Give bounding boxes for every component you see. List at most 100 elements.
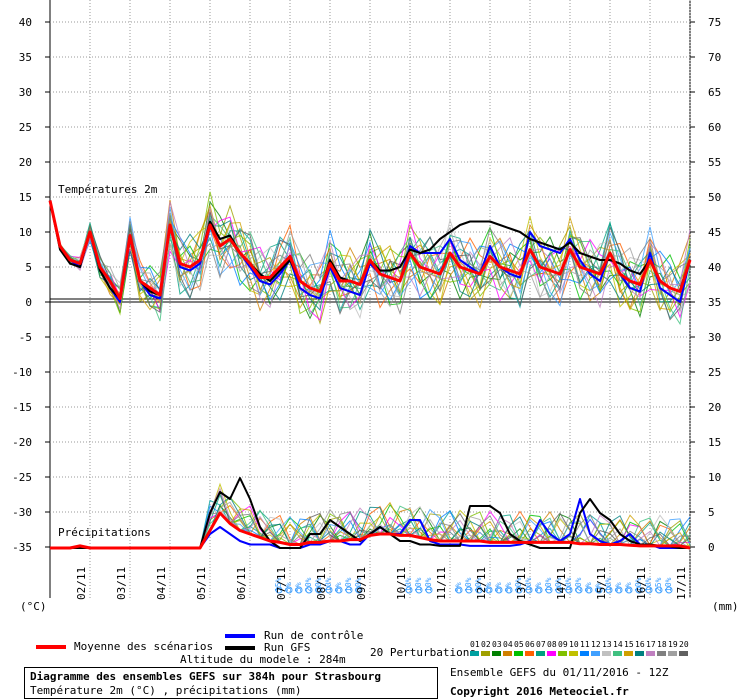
perturbation-swatch — [481, 651, 490, 656]
y-right-unit: (mm) — [712, 600, 739, 613]
y-right-tick: 75 — [708, 16, 721, 29]
y-left-tick: 10 — [19, 226, 32, 239]
y-right-tick: 45 — [708, 226, 721, 239]
perturbation-temp-line — [49, 200, 691, 321]
perturbation-id: 03 — [492, 640, 502, 649]
precip-section-label: Précipitations — [58, 526, 151, 539]
x-tick-label: 11/11 — [435, 567, 448, 600]
perturbation-id: 20 — [679, 640, 689, 649]
snowflake-icon — [335, 586, 343, 594]
x-tick-label: 17/11 — [675, 567, 688, 600]
perturbation-id: 06 — [525, 640, 535, 649]
perturbation-id: 08 — [547, 640, 557, 649]
y-right-tick: 20 — [708, 401, 721, 414]
perturbation-id: 04 — [503, 640, 513, 649]
y-right-tick: 65 — [708, 86, 721, 99]
snowflake-icon — [405, 586, 413, 594]
snowflake-icon — [275, 586, 283, 594]
snowflake-icon — [655, 586, 663, 594]
x-tick-label: 09/11 — [355, 567, 368, 600]
y-right-tick: 30 — [708, 331, 721, 344]
chart-grid — [49, 0, 691, 598]
perturbation-id: 16 — [635, 640, 645, 649]
perturbation-temp-line — [49, 200, 691, 312]
x-tick-label: 12/11 — [475, 567, 488, 600]
snow-prob-label: 10% — [424, 577, 433, 592]
snowflake-icon — [305, 586, 313, 594]
x-tick-label: 14/11 — [555, 567, 568, 600]
snowflake-icon — [325, 586, 333, 594]
perturbation-swatch — [536, 651, 545, 656]
y-left-tick: 15 — [19, 191, 32, 204]
perturbation-id: 12 — [591, 640, 601, 649]
y-left-tick: 5 — [25, 261, 32, 274]
y-left-tick: -10 — [12, 366, 32, 379]
snow-prob-label: 10% — [644, 577, 653, 592]
x-tick-label: 02/11 — [75, 567, 88, 600]
snowflake-icon — [565, 586, 573, 594]
legend-mean-label: Moyenne des scénarios — [74, 640, 214, 653]
legend-gfs-label: Run GFS — [264, 641, 311, 654]
y-right-tick: 5 — [708, 506, 715, 519]
y-right-tick: 10 — [708, 471, 721, 484]
perturbation-swatch — [492, 651, 501, 656]
x-tick-label: 10/11 — [395, 567, 408, 600]
y-left-tick: -5 — [19, 331, 32, 344]
x-tick-label: 08/11 — [315, 567, 328, 600]
x-tick-label: 15/11 — [595, 567, 608, 600]
x-tick-label: 13/11 — [515, 567, 528, 600]
y-left-unit: (°C) — [20, 600, 47, 613]
perturbation-swatch — [514, 651, 523, 656]
snowflake-icon — [295, 586, 303, 594]
snow-prob-label: 10% — [414, 577, 423, 592]
perturbation-id: 17 — [646, 640, 656, 649]
ensemble-run-label: Ensemble GEFS du 01/11/2016 - 12Z — [450, 666, 669, 679]
x-tick-label: 03/11 — [115, 567, 128, 600]
perturbation-temp-line — [49, 200, 691, 309]
mean-precip-line — [50, 511, 691, 550]
perturbation-temp-line — [49, 200, 691, 326]
snowflake-icon — [595, 586, 603, 594]
snowflake-icon — [525, 586, 533, 594]
snowflake-icon — [415, 586, 423, 594]
snow-prob-label: 10% — [564, 577, 573, 592]
snowflake-icon — [315, 586, 323, 594]
snow-prob-label: 20% — [574, 577, 583, 592]
y-left-tick: -25 — [12, 471, 32, 484]
perturbation-id: 05 — [514, 640, 524, 649]
y-left-tick: 30 — [19, 86, 32, 99]
y-left-tick: 20 — [19, 156, 32, 169]
x-tick-label: 05/11 — [195, 567, 208, 600]
y-right-tick: 55 — [708, 156, 721, 169]
snowflake-icon — [345, 586, 353, 594]
snowflake-icon — [575, 586, 583, 594]
snow-prob-label: 10% — [474, 577, 483, 592]
snow-prob-label: 10% — [634, 577, 643, 592]
copyright-label: Copyright 2016 Meteociel.fr — [450, 685, 629, 698]
perturbation-swatch — [602, 651, 611, 656]
x-tick-label: 04/11 — [155, 567, 168, 600]
snow-prob-label: 10% — [324, 577, 333, 592]
perturbation-swatch — [503, 651, 512, 656]
perturbation-id: 14 — [613, 640, 623, 649]
perturbations-label: 20 Perturbations — [370, 646, 476, 659]
snow-prob-label: 25% — [654, 577, 663, 592]
snow-prob-label: 10% — [664, 577, 673, 592]
legend-mean-swatch — [36, 645, 66, 649]
y-right-tick: 15 — [708, 436, 721, 449]
snowflake-icon — [645, 586, 653, 594]
snowflake-icon — [585, 586, 593, 594]
perturbation-id: 10 — [569, 640, 579, 649]
y-left-tick: -35 — [12, 541, 32, 554]
perturbation-swatch — [679, 651, 688, 656]
legend-control-label: Run de contrôle — [264, 629, 364, 642]
main-series — [48, 200, 692, 550]
y-left-tick: 0 — [25, 296, 32, 309]
perturbation-swatch — [547, 651, 556, 656]
snow-prob-label: 15% — [274, 577, 283, 592]
snow-prob-label: 10% — [604, 577, 613, 592]
snowflake-icon — [615, 586, 623, 594]
perturbation-id: 15 — [624, 640, 634, 649]
perturbation-temp-line — [49, 200, 691, 320]
